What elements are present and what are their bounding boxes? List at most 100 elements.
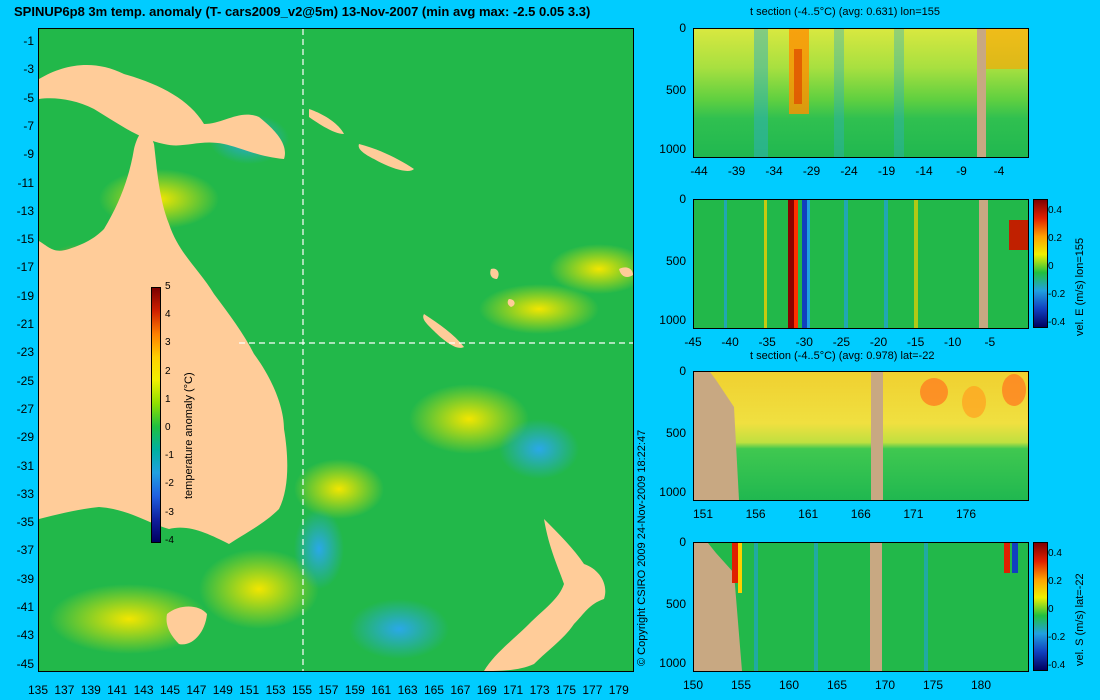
warm-band	[984, 29, 1028, 69]
westward-jet	[884, 200, 888, 328]
northward-flow	[924, 543, 928, 671]
map-y-tick-label: -43	[16, 628, 34, 643]
colorbar-tick-label: 0.2	[1048, 233, 1062, 244]
section3-svg	[694, 372, 1026, 500]
new-britain-island	[309, 109, 344, 134]
map-y-tick-label: -35	[16, 515, 34, 530]
copyright-text: © Copyright CSIRO 2009 24-Nov-2009 18:22…	[636, 429, 648, 666]
colorbar-tick-label: 0.4	[1048, 205, 1062, 216]
panel-y-tick-label: 1000	[659, 656, 686, 670]
colorbar-tick-label: 0.2	[1048, 576, 1062, 587]
northward-flow	[754, 543, 758, 671]
colorbar-tick-label: -0.2	[1048, 289, 1066, 300]
panel-y-tick-label: 0	[679, 21, 686, 35]
panel-x-tick-label: 170	[874, 678, 896, 692]
map-colorbar-label: temperature anomaly (°C)	[183, 372, 195, 499]
section1-svg	[754, 29, 1028, 157]
vanuatu-island	[490, 268, 499, 279]
colorbar-4	[1033, 542, 1048, 671]
panel-x-tick-label: -29	[802, 164, 821, 178]
warm-anomaly-blob	[479, 284, 599, 334]
new-zealand-landmass	[484, 519, 606, 671]
panel-x-tick-label: -45	[684, 335, 702, 349]
velocity-panel-4	[693, 542, 1029, 672]
section-land-mask	[977, 29, 986, 157]
eastward-jet	[764, 200, 767, 328]
section-land-mask	[694, 543, 742, 671]
panel-x-tick-label: -39	[727, 164, 746, 178]
map-colorbar-tick-label: 3	[165, 337, 171, 349]
map-x-tick-label: 167	[450, 683, 471, 697]
map-colorbar	[151, 287, 161, 543]
panel-x-tick-label: 171	[903, 507, 924, 521]
map-x-tick-label: 147	[186, 683, 207, 697]
new-caledonia-island	[423, 314, 464, 348]
map-y-tick-label: -9	[23, 147, 34, 162]
panel-x-tick-label: 175	[922, 678, 944, 692]
cool-band	[894, 29, 904, 157]
map-colorbar-tick-label: 0	[165, 422, 171, 433]
colorbar-2	[1033, 199, 1048, 328]
map-x-tick-label: 149	[212, 683, 233, 697]
panel-y-tick-label: 0	[679, 535, 686, 549]
map-y-tick-label: -33	[16, 486, 34, 501]
map-x-tick-label: 135	[27, 683, 49, 697]
panel1-title: t section (-4..5°C) (avg: 0.631) lon=155	[750, 6, 940, 18]
warm-anomaly-blob	[409, 384, 529, 454]
map-y-tick-label: -21	[16, 317, 34, 331]
westward-jet	[844, 200, 848, 328]
panel-x-tick-label: 161	[798, 507, 819, 521]
eastward-jet	[788, 200, 794, 328]
tasmania-landmass	[166, 606, 207, 645]
warm-core	[962, 386, 986, 418]
panel-y-tick-label: 500	[665, 597, 686, 611]
panel-x-tick-label: -40	[721, 335, 739, 349]
southward-flow	[738, 543, 742, 593]
map-colorbar-tick-label: -2	[165, 478, 174, 490]
map-x-tick-label: 157	[318, 683, 339, 697]
panel-x-tick-label: 165	[826, 678, 848, 692]
colorbar-tick-label: 0	[1048, 261, 1054, 272]
map-y-tick-label: -31	[16, 458, 34, 473]
panel-x-tick-label: 151	[692, 507, 714, 521]
panel-x-tick-label: -14	[915, 164, 933, 178]
panel-x-tick-label: -24	[840, 164, 858, 178]
map-colorbar-tick-label: -3	[165, 506, 174, 518]
colorbar-tick-label: 0	[1048, 604, 1054, 615]
map-colorbar-tick-label: 4	[165, 309, 171, 321]
westward-jet	[802, 200, 807, 328]
map-y-tick-label: -17	[16, 260, 34, 275]
panel-y-tick-label: 500	[665, 426, 686, 440]
map-colorbar-tick-label: 1	[165, 393, 171, 405]
panel-x-tick-label: -20	[869, 335, 888, 349]
southward-flow	[732, 543, 738, 583]
section-panel-3	[693, 371, 1029, 501]
northward-flow	[1012, 543, 1018, 573]
eastward-jet	[794, 200, 798, 328]
southward-flow	[1004, 543, 1010, 573]
cool-band	[754, 29, 768, 157]
map-y-tick-label: -11	[17, 175, 34, 190]
map-x-tick-label: 175	[555, 683, 577, 697]
map-y-tick-label: -41	[16, 600, 34, 614]
map-y-tick-label: -45	[16, 656, 34, 671]
map-x-tick-label: 165	[423, 683, 445, 697]
panel-x-tick-label: 150	[682, 678, 704, 692]
colorbar-tick-label: -0.4	[1048, 317, 1066, 328]
vanuatu-island	[507, 299, 515, 307]
map-x-tick-label: 179	[608, 683, 629, 697]
warm-anomaly-blob	[549, 244, 633, 294]
map-x-tick-label: 177	[582, 683, 603, 697]
new-guinea-landmass	[39, 64, 285, 159]
map-x-tick-label: 173	[529, 683, 550, 697]
map-x-tick-label: 155	[291, 683, 313, 697]
colorbar-tick-label: 0.4	[1048, 548, 1062, 559]
westward-jet	[724, 200, 727, 328]
map-colorbar-tick-label: -4	[165, 534, 174, 546]
map-x-tick-label: 137	[54, 683, 75, 697]
cool-anomaly-blob	[499, 419, 579, 479]
map-svg	[39, 29, 633, 671]
map-y-tick-label: -25	[16, 373, 34, 388]
section-land-mask	[694, 372, 739, 500]
panel-x-tick-label: -34	[765, 164, 783, 178]
